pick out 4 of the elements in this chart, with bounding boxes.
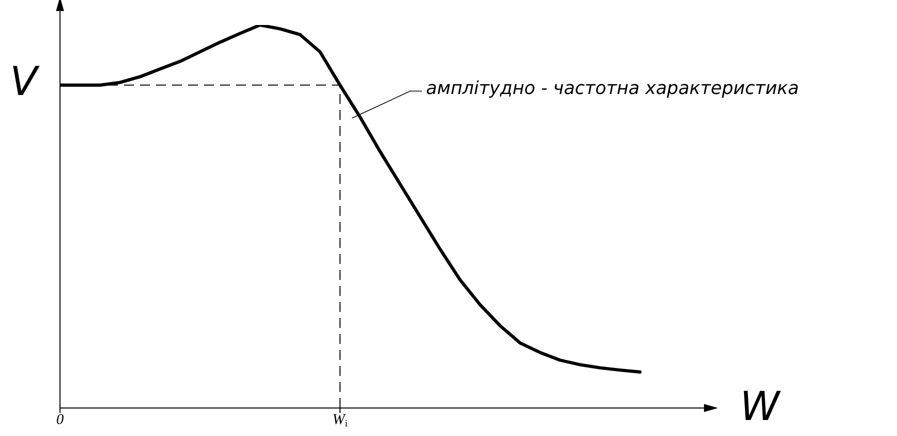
x-tick-label: 0 (56, 412, 64, 428)
y-axis-title: V (10, 59, 40, 105)
annotation: амплітудно - частотна характеристика (426, 78, 799, 99)
x-axis-title: W (740, 384, 781, 430)
